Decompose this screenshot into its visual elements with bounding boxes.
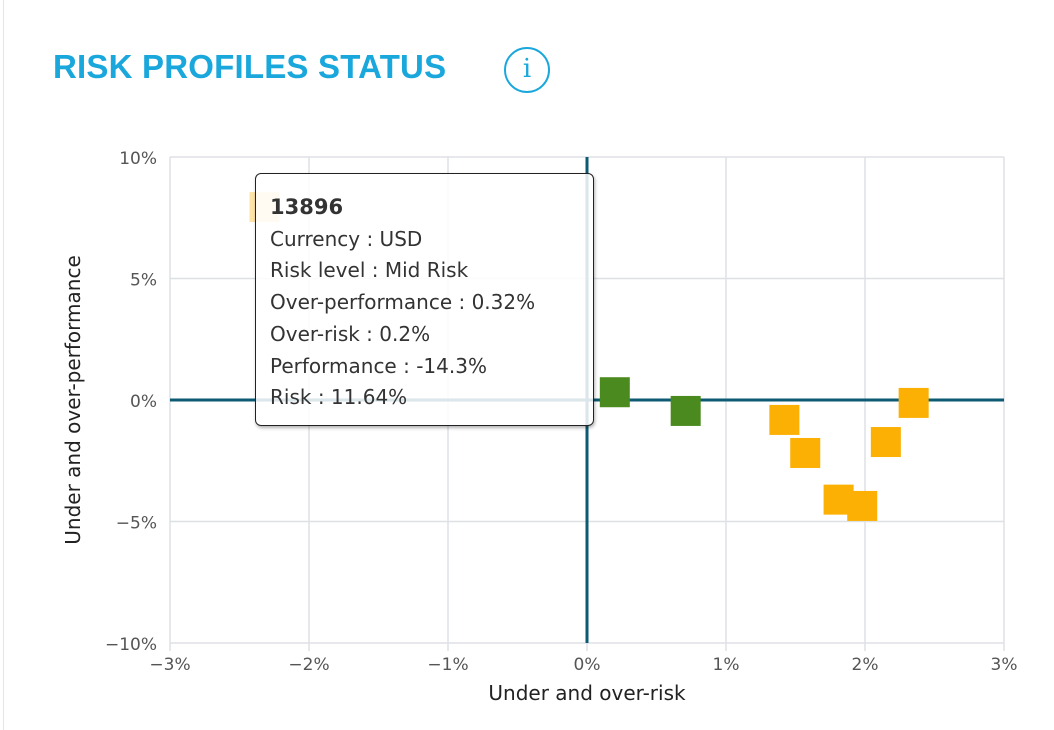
tooltip-line: Performance : -14.3% — [270, 353, 487, 378]
y-tick-label: −5% — [116, 514, 157, 534]
tooltip-line: Risk level : Mid Risk — [270, 258, 469, 283]
x-tick-label: 0% — [574, 655, 601, 675]
y-tick-label: 10% — [119, 149, 157, 169]
tooltip-line: Over-risk : 0.2% — [270, 321, 431, 346]
x-tick-label: −2% — [288, 655, 329, 675]
data-point — [670, 395, 701, 426]
y-axis-label: Under and over-performance — [61, 255, 85, 545]
x-tick-label: 3% — [991, 655, 1018, 675]
tooltip-line: Risk : 11.64% — [270, 385, 408, 410]
tooltip-id: 13896 — [270, 195, 344, 219]
data-point — [847, 490, 878, 521]
tooltip-line: Currency : USD — [270, 226, 423, 251]
tooltip: 13896 Currency : USD Risk level : Mid Ri… — [255, 173, 594, 426]
data-point — [769, 404, 800, 435]
data-point — [870, 427, 901, 458]
x-axis-label: Under and over-risk — [488, 681, 686, 705]
x-tick-label: −3% — [149, 655, 190, 675]
page-title: RISK PROFILES STATUS — [53, 48, 447, 85]
info-icon[interactable]: i — [504, 47, 550, 93]
y-tick-label: 0% — [130, 392, 157, 412]
x-tick-label: 1% — [713, 655, 740, 675]
data-point — [790, 437, 821, 468]
x-tick-label: 2% — [852, 655, 879, 675]
panel-border — [3, 0, 4, 730]
x-tick-label: −1% — [427, 655, 468, 675]
data-point — [599, 377, 630, 408]
y-tick-label: −10% — [105, 635, 157, 655]
data-point — [898, 387, 929, 418]
y-tick-label: 5% — [130, 271, 157, 291]
tooltip-line: Over-performance : 0.32% — [270, 290, 536, 315]
